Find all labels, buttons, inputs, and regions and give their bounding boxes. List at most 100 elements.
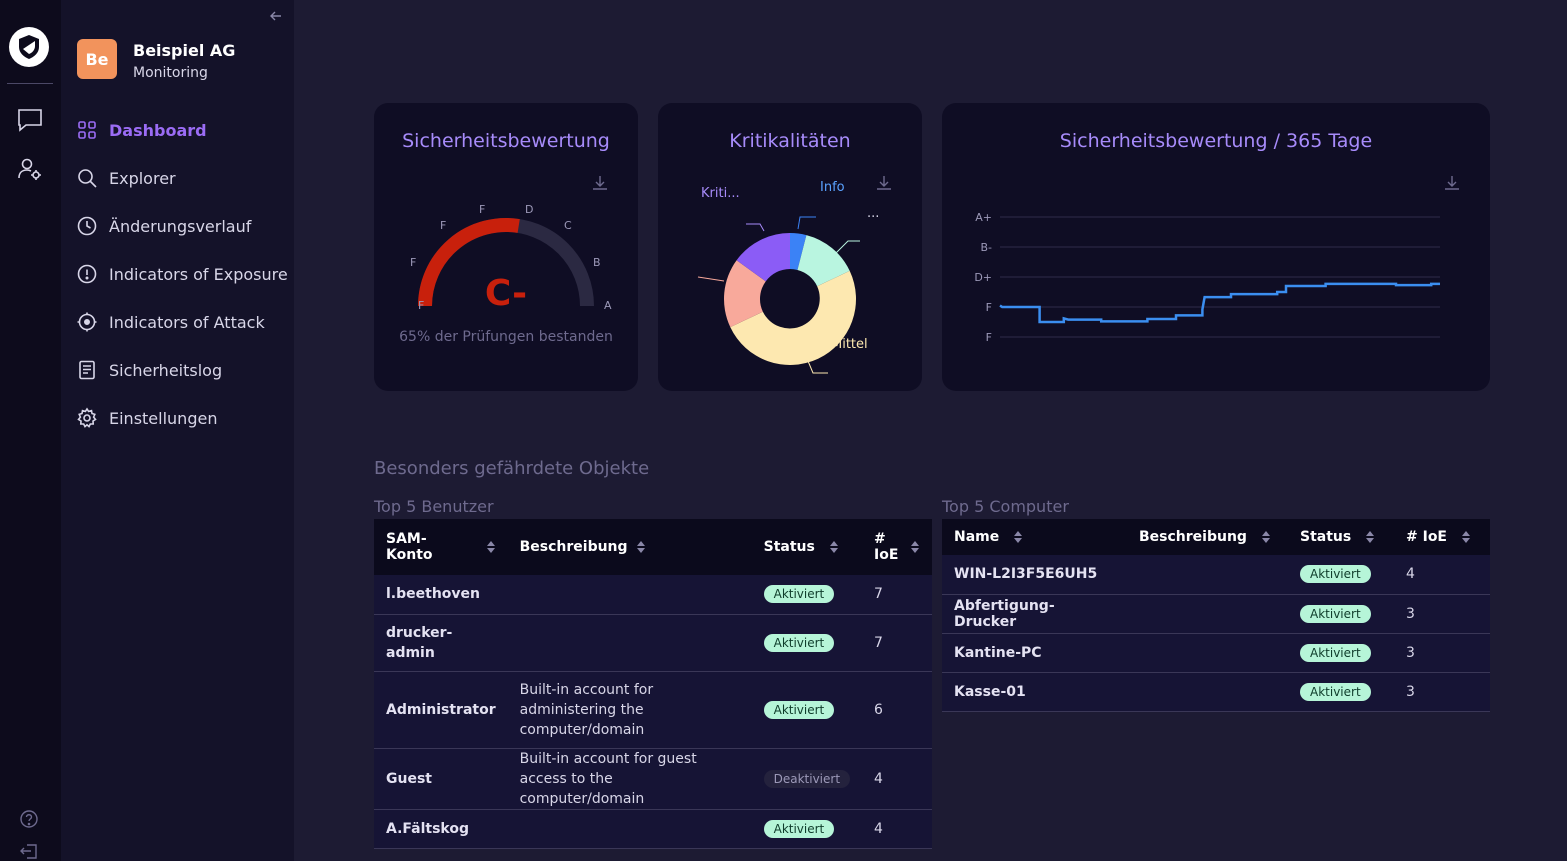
col-header-status[interactable]: Status [1288, 519, 1394, 555]
sort-icon [911, 541, 920, 553]
search-icon [78, 169, 97, 188]
sidebar-nav: Dashboard Explorer Änderungsverlauf Indi… [61, 106, 294, 442]
download-icon[interactable] [875, 174, 893, 192]
section-title: Besonders gefährdete Objekte [374, 458, 650, 479]
nav-item-history[interactable]: Änderungsverlauf [61, 202, 294, 250]
table-row[interactable]: Kasse-01 Aktiviert 3 [942, 672, 1490, 711]
donut-slice [736, 233, 790, 282]
col-header-ioe[interactable]: # IoE [1394, 519, 1490, 555]
gauge-tick: F [418, 299, 424, 312]
cell-ioe: 4 [1406, 566, 1415, 583]
cell-name: Kantine-PC [954, 644, 1042, 661]
table-row[interactable]: A.Fältskog Aktiviert 4 [374, 809, 933, 848]
col-header-status[interactable]: Status [752, 519, 862, 575]
user-settings-icon[interactable] [16, 156, 44, 184]
nav-label: Explorer [109, 168, 176, 188]
status-badge: Aktiviert [1300, 643, 1371, 662]
sort-icon [1014, 531, 1023, 543]
criticality-card: Kritikalitäten Kriti... Info ... Mittel [658, 103, 922, 391]
col-header-description[interactable]: Beschreibung [1127, 519, 1288, 555]
table-row[interactable]: drucker-admin Aktiviert 7 [374, 614, 933, 671]
grid-icon [78, 121, 96, 139]
table-row[interactable]: Kantine-PC Aktiviert 3 [942, 633, 1490, 672]
help-icon[interactable] [18, 808, 40, 830]
y-tick-label: D+ [974, 271, 992, 284]
donut-slice [797, 235, 850, 287]
nav-label: Indicators of Exposure [109, 264, 288, 284]
card-title: Sicherheitsbewertung / 365 Tage [1059, 130, 1373, 152]
cell-name: Abfertigung-Drucker [954, 597, 1055, 630]
collapse-arrow-icon[interactable] [268, 8, 284, 24]
col-header-name[interactable]: Name [942, 519, 1127, 555]
sort-icon [486, 541, 495, 553]
download-icon[interactable] [591, 174, 609, 192]
score-gauge: F F F F D C B A C- [410, 203, 612, 314]
nav-item-settings[interactable]: Einstellungen [61, 394, 294, 442]
rail-divider [7, 83, 53, 84]
cell-ioe: 6 [874, 701, 883, 718]
cell-description [508, 809, 752, 848]
users-table: SAM-Konto Beschreibung Status # IoE l.be… [374, 519, 933, 849]
status-badge: Aktiviert [763, 700, 835, 719]
nav-label: Indicators of Attack [109, 312, 265, 332]
gauge-tick: A [604, 299, 612, 312]
nav-item-security-log[interactable]: Sicherheitslog [61, 346, 294, 394]
label-info: Info [820, 180, 845, 195]
cell-ioe: 7 [874, 634, 883, 651]
cell-description [1127, 594, 1288, 633]
y-tick-label: F [986, 331, 992, 344]
donut-slice [723, 260, 766, 328]
nav-item-indicators-of-attack[interactable]: Indicators of Attack [61, 298, 294, 346]
score-trend-card: Sicherheitsbewertung / 365 Tage A+ B- D+ F F… [942, 103, 1490, 391]
cell-ioe: 4 [874, 820, 883, 837]
gauge-tick: C [564, 219, 572, 232]
criticality-donut: Kriti... Info ... Mittel [697, 180, 879, 374]
gauge-tick: F [410, 256, 416, 269]
nav-label: Änderungsverlauf [109, 216, 252, 236]
sort-icon [1366, 531, 1375, 543]
col-header-sam[interactable]: SAM-Konto [374, 519, 508, 575]
nav-item-indicators-of-exposure[interactable]: Indicators of Exposure [61, 250, 294, 298]
chat-icon[interactable] [16, 106, 44, 134]
computers-table: Name Beschreibung Status # IoE WIN-L2I3F… [942, 519, 1490, 712]
table-row[interactable]: Guest Built-in account for guest access … [374, 748, 933, 809]
logout-icon[interactable] [18, 842, 40, 860]
cell-ioe: 3 [1406, 683, 1415, 700]
nav-label: Einstellungen [109, 408, 218, 428]
table-row[interactable]: WIN-L2I3F5E6UH5 Aktiviert 4 [942, 555, 1490, 594]
cell-description: Built-in account for guest access to the… [519, 750, 697, 807]
y-tick-label: A+ [975, 211, 992, 224]
gauge-tick: F [440, 219, 446, 232]
table-row[interactable]: l.beethoven Aktiviert 7 [374, 575, 933, 614]
table-row[interactable]: Abfertigung-Drucker Aktiviert 3 [942, 594, 1490, 633]
org-avatar[interactable]: Be [77, 39, 117, 79]
gear-icon [77, 407, 97, 428]
card-title: Kritikalitäten [729, 130, 851, 152]
download-icon[interactable] [1443, 174, 1461, 192]
cell-name: Kasse-01 [954, 683, 1026, 700]
log-icon [79, 360, 95, 380]
cell-description [508, 575, 752, 614]
cell-name: l.beethoven [386, 586, 480, 603]
y-tick-label: B- [980, 241, 992, 254]
status-badge: Aktiviert [763, 585, 835, 604]
table-row[interactable]: Administrator Built-in account for admin… [374, 671, 933, 748]
sort-icon [1261, 531, 1270, 543]
history-icon [77, 216, 97, 236]
nav-item-explorer[interactable]: Explorer [61, 154, 294, 202]
org-name[interactable]: Beispiel AG [133, 41, 236, 60]
y-tick-label: F [986, 301, 992, 314]
sidebar: Be Beispiel AG Monitoring Dashboard Expl… [61, 0, 294, 861]
status-badge: Aktiviert [763, 633, 835, 652]
donut-slice [730, 270, 857, 366]
nav-item-dashboard[interactable]: Dashboard [61, 106, 294, 154]
cell-name: A.Fältskog [386, 820, 470, 837]
status-badge: Aktiviert [1300, 565, 1371, 584]
users-table-title: Top 5 Benutzer [374, 497, 494, 516]
col-header-description[interactable]: Beschreibung [508, 519, 752, 575]
app-rail [0, 0, 61, 861]
cell-ioe: 3 [1406, 644, 1415, 661]
shield-logo-icon[interactable] [9, 27, 49, 67]
col-header-ioe[interactable]: # IoE [862, 519, 932, 575]
score-grade: C- [485, 273, 527, 314]
